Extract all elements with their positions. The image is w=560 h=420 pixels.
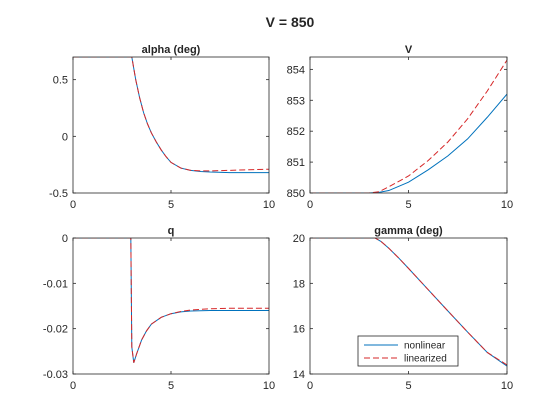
figure-title: V = 850 — [266, 14, 315, 30]
series-line-linearized — [310, 238, 507, 366]
plot-area — [73, 238, 269, 374]
y-tick-label: 0.5 — [53, 75, 68, 87]
y-tick-label: 18 — [293, 278, 305, 290]
x-tick-label: 10 — [263, 380, 275, 392]
y-tick-label: 850 — [287, 188, 305, 200]
x-tick-label: 10 — [263, 199, 275, 211]
y-tick-label: 16 — [293, 324, 305, 336]
plot-area — [310, 57, 507, 193]
x-tick-label: 10 — [501, 199, 513, 211]
subplot-gamma-deg: gamma (deg) 0 5 10 14 16 18 20 nonlinear lineariz… — [293, 225, 513, 392]
y-tick-label: 0 — [62, 233, 68, 245]
subplot-title: V — [405, 44, 413, 56]
subplot-grid: alpha (deg)0 5 10-0.500.5V0 5 10850851852853… — [43, 44, 513, 392]
y-tick-label: -0.03 — [43, 369, 68, 381]
legend-box — [357, 335, 459, 367]
x-tick-label: 0 — [70, 380, 76, 392]
x-tick-label: 0 — [307, 380, 313, 392]
subplot-alpha-deg: alpha (deg)0 5 10-0.500.5 — [49, 44, 275, 211]
subplot-v: V 0 5 10 850 851 852 853 854 — [287, 44, 513, 211]
y-tick-label: -0.02 — [43, 324, 68, 336]
x-tick-label: 5 — [405, 199, 411, 211]
y-tick-label: -0.01 — [43, 278, 68, 290]
y-tick-label: 14 — [293, 369, 305, 381]
y-tick-label: 854 — [287, 64, 305, 76]
series-line-linearized — [73, 57, 269, 172]
y-tick-label: 20 — [293, 233, 305, 245]
y-tick-label: 852 — [287, 126, 305, 138]
x-tick-label: 5 — [168, 380, 174, 392]
subplot-title: alpha (deg) — [142, 44, 201, 56]
y-tick-label: 0 — [62, 131, 68, 143]
x-tick-label: 0 — [307, 199, 313, 211]
subplot-title: gamma (deg) — [374, 225, 443, 237]
y-tick-label: 851 — [287, 157, 305, 169]
series-line-linearized — [73, 238, 269, 363]
subplot-q: q 0 5 10 -0.03 -0.02 -0.01 0 — [43, 225, 275, 392]
x-tick-label: 5 — [405, 380, 411, 392]
y-tick-label: 853 — [287, 95, 305, 107]
series-line-nonlinear — [73, 57, 269, 174]
legend-label-linearized: linearized — [404, 354, 447, 365]
y-tick-label: -0.5 — [49, 188, 68, 200]
subplot-title: q — [168, 225, 175, 237]
x-tick-label: 0 — [70, 199, 76, 211]
plot-area — [73, 57, 269, 193]
legend-label-nonlinear: nonlinear — [404, 341, 446, 352]
x-tick-label: 5 — [168, 199, 174, 211]
series-line-linearized — [310, 59, 507, 193]
x-tick-label: 10 — [501, 380, 513, 392]
legend: nonlinear linearized — [357, 335, 459, 367]
